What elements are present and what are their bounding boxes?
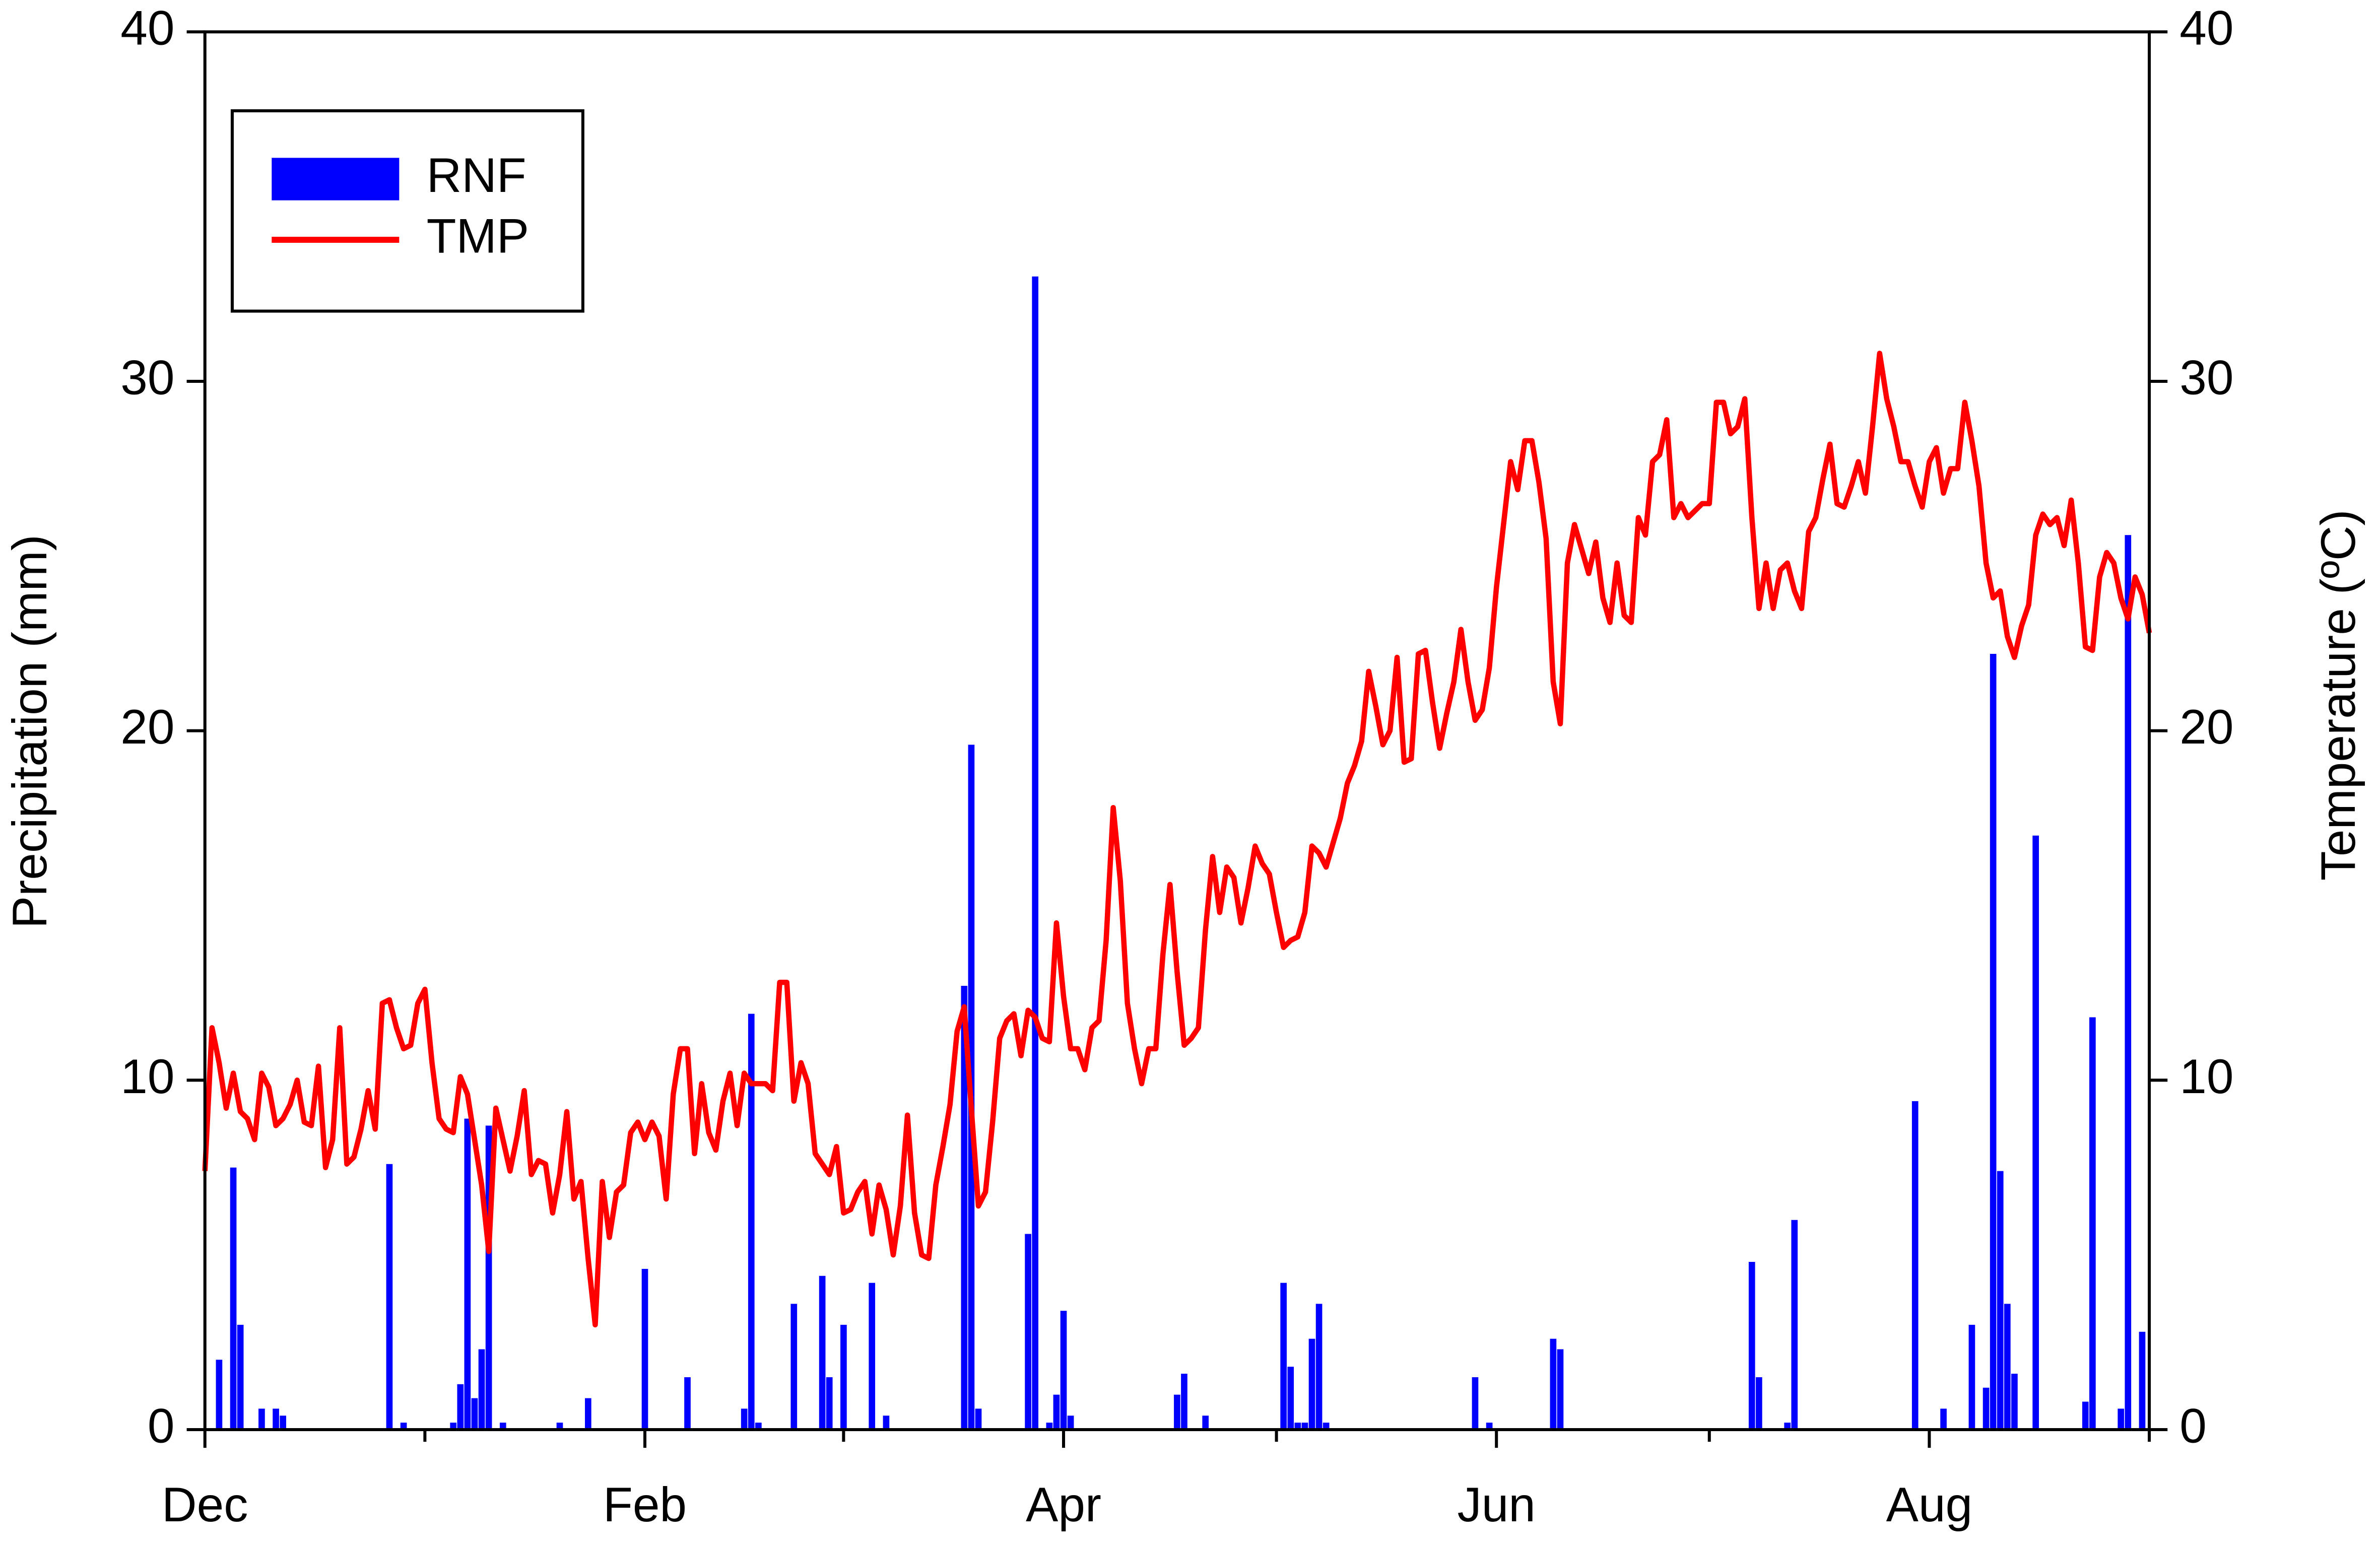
- bar: [1060, 1311, 1067, 1430]
- bar: [883, 1416, 890, 1430]
- bar: [1486, 1423, 1493, 1430]
- y-tick-label: 20: [120, 700, 174, 754]
- bar: [2089, 1017, 2096, 1430]
- x-tick-label: Dec: [162, 1478, 248, 1532]
- legend-label: TMP: [427, 209, 529, 263]
- bar: [1181, 1374, 1187, 1430]
- bar: [975, 1408, 982, 1430]
- bar: [258, 1408, 265, 1430]
- legend-box: [230, 109, 584, 313]
- bar: [1315, 1304, 1323, 1430]
- bar: [1940, 1408, 1947, 1430]
- bar: [748, 1014, 755, 1430]
- bar: [1550, 1338, 1557, 1430]
- y2-tick-label: 20: [2179, 700, 2233, 754]
- bar: [450, 1423, 457, 1430]
- y2-axis-title: Temperature (ºC): [2311, 509, 2365, 881]
- bar: [2125, 535, 2132, 1430]
- bar: [237, 1324, 244, 1430]
- bar: [1287, 1367, 1294, 1430]
- bar: [826, 1377, 833, 1430]
- y2-tick-label: 0: [2179, 1399, 2207, 1453]
- bar: [457, 1384, 464, 1430]
- legend-label: RNF: [427, 149, 526, 203]
- x-tick-label: Jun: [1458, 1478, 1536, 1532]
- bar: [755, 1423, 762, 1430]
- bar: [1308, 1338, 1315, 1430]
- bar: [1053, 1394, 1060, 1430]
- bar: [1202, 1416, 1209, 1430]
- bar: [2032, 835, 2039, 1430]
- bar: [280, 1416, 287, 1430]
- y2-tick-label: 30: [2179, 351, 2233, 405]
- bar: [400, 1423, 407, 1430]
- bar: [499, 1423, 506, 1430]
- bar: [869, 1283, 876, 1430]
- x-tick-label: Aug: [1886, 1478, 1973, 1532]
- bar: [1301, 1423, 1308, 1430]
- bar: [478, 1349, 485, 1430]
- bar: [1990, 654, 1997, 1430]
- bar: [2118, 1408, 2125, 1430]
- y2-tick-label: 40: [2179, 2, 2233, 55]
- bar: [1784, 1423, 1791, 1430]
- bar: [1323, 1423, 1330, 1430]
- bar: [1968, 1324, 1975, 1430]
- y2-tick-label: 10: [2179, 1050, 2233, 1104]
- y-tick-label: 0: [148, 1399, 175, 1453]
- bar: [464, 1118, 471, 1430]
- bar: [1046, 1423, 1053, 1430]
- bar: [2082, 1401, 2089, 1430]
- bar: [819, 1275, 826, 1430]
- bar: [2011, 1374, 2018, 1430]
- bar: [684, 1377, 691, 1430]
- bar: [556, 1423, 563, 1430]
- bar: [2139, 1331, 2146, 1430]
- bar: [1174, 1394, 1180, 1430]
- bar: [584, 1398, 591, 1430]
- bar: [1557, 1349, 1564, 1430]
- bar: [1997, 1171, 2004, 1430]
- bar: [471, 1398, 478, 1430]
- bar: [641, 1268, 648, 1430]
- bar: [1791, 1220, 1798, 1430]
- bar: [1280, 1283, 1287, 1430]
- bar: [741, 1408, 748, 1430]
- bar: [273, 1408, 279, 1430]
- y-tick-label: 40: [120, 2, 174, 55]
- bar: [1294, 1423, 1301, 1430]
- legend-swatch: [272, 158, 400, 200]
- bar: [1748, 1262, 1755, 1430]
- bar: [1472, 1377, 1479, 1430]
- bar: [2004, 1304, 2011, 1430]
- y-tick-label: 10: [120, 1050, 174, 1104]
- y-axis-title: Precipitation (mm): [3, 534, 57, 928]
- bar: [1032, 276, 1039, 1430]
- bar: [790, 1304, 798, 1430]
- x-tick-label: Apr: [1026, 1478, 1101, 1532]
- bar: [1756, 1377, 1762, 1430]
- bar: [230, 1167, 237, 1430]
- bar: [1982, 1387, 1990, 1430]
- bar: [386, 1164, 393, 1430]
- bar: [1911, 1101, 1919, 1430]
- bar: [216, 1360, 223, 1430]
- bar: [961, 986, 968, 1430]
- bar: [840, 1324, 847, 1430]
- bar: [1067, 1416, 1074, 1430]
- y-tick-label: 30: [120, 351, 174, 405]
- bar: [1025, 1234, 1031, 1430]
- temperature-line: [202, 351, 2152, 1328]
- x-tick-label: Feb: [603, 1478, 687, 1532]
